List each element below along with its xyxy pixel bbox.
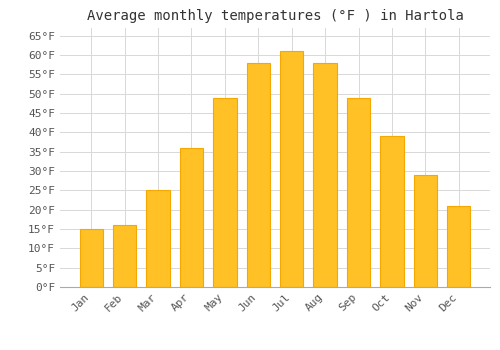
Bar	[246, 63, 270, 287]
Bar	[347, 98, 370, 287]
Bar	[113, 225, 136, 287]
Bar	[414, 175, 437, 287]
Bar	[180, 148, 203, 287]
Bar	[447, 206, 470, 287]
Title: Average monthly temperatures (°F ) in Hartola: Average monthly temperatures (°F ) in Ha…	[86, 9, 464, 23]
Bar	[380, 136, 404, 287]
Bar	[280, 51, 303, 287]
Bar	[80, 229, 103, 287]
Bar	[314, 63, 337, 287]
Bar	[146, 190, 170, 287]
Bar	[213, 98, 236, 287]
